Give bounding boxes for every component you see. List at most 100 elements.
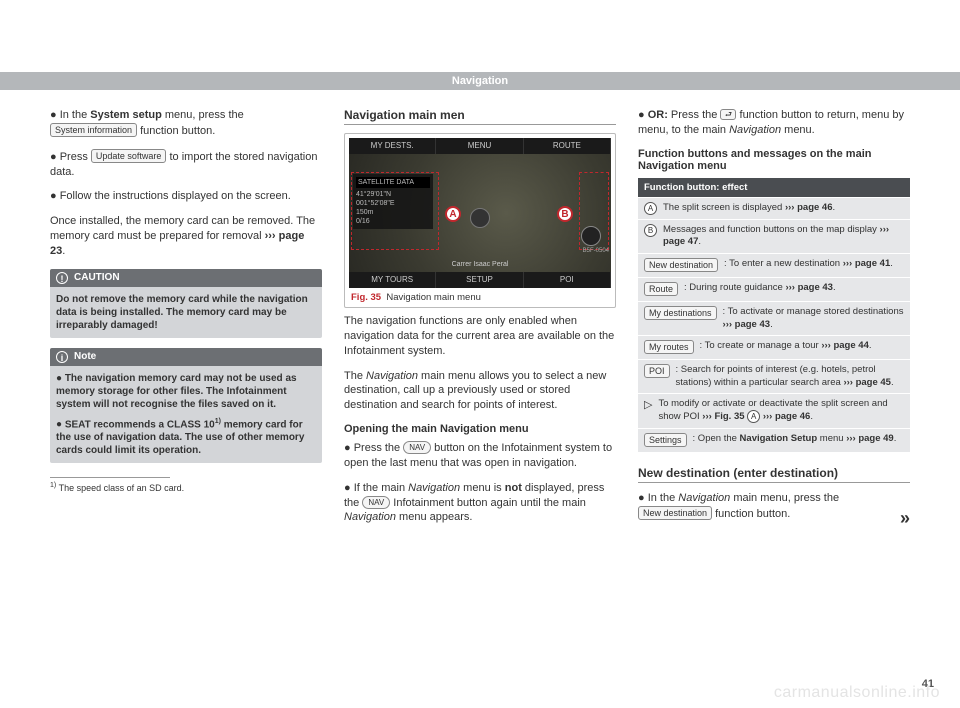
text: . [62, 245, 65, 257]
table-body: AThe split screen is displayed page 46.B… [638, 197, 910, 452]
table-row-key: B [644, 224, 657, 237]
note-header: i Note [50, 348, 322, 366]
figure-caption-text: Navigation main menu [386, 292, 481, 303]
c3-p2: In the Navigation main menu, press the N… [638, 491, 910, 522]
text: If the main [354, 482, 408, 494]
table-row-key: My routes [644, 340, 694, 355]
text-bold: System setup [90, 109, 162, 121]
update-software-button: Update software [91, 149, 167, 163]
c2-p4: If the main Navigation menu is not displ… [344, 481, 616, 526]
text: In the [648, 492, 679, 504]
table-row: POI : Search for points of interest (e.g.… [638, 359, 910, 393]
text: menu is [460, 482, 505, 494]
fig-compass-icon [581, 226, 601, 246]
note-box: i Note The navigation memory card may no… [50, 348, 322, 463]
text-bold: OR: [648, 109, 668, 121]
figure-frame: MY DESTS. MENU ROUTE SATELLITE DATA 41°2… [344, 133, 616, 308]
figure-caption: Fig. 35 Navigation main menu [349, 292, 611, 303]
table-row-desc: : Search for points of interest (e.g. ho… [676, 364, 904, 389]
note-b1: The navigation memory card may not be us… [56, 372, 316, 411]
fig-tab-setup: SETUP [436, 272, 523, 288]
text-italic: Navigation [729, 124, 781, 136]
table-row-key: Route [644, 282, 678, 297]
text: main menu, press the [730, 492, 839, 504]
text: function button. [712, 508, 790, 520]
text-bold: not [505, 482, 522, 494]
caution-body: Do not remove the memory card while the … [50, 287, 322, 338]
text-italic: Navigation [344, 511, 396, 523]
column-1: In the System setup menu, press the Syst… [50, 108, 322, 535]
table-row-key: A [644, 202, 657, 215]
table-row: BMessages and function buttons on the ma… [638, 219, 910, 253]
fig-bubble-b: B [557, 206, 573, 222]
fig-bubble-a: A [445, 206, 461, 222]
info-icon: i [56, 351, 68, 363]
footnote: 1) The speed class of an SD card. [50, 482, 322, 493]
table-row-key: Settings [644, 433, 687, 448]
fig-highlight-a [351, 172, 439, 250]
table-row-desc: : To enter a new destination page 41. [724, 258, 904, 270]
text: menu, press the [162, 109, 244, 121]
c3-p1: OR: Press the ⮐ function button to retur… [638, 108, 910, 138]
table-row-desc: To modify or activate or deactivate the … [658, 398, 904, 424]
fig-tab-mydests: MY DESTS. [349, 138, 436, 154]
text-italic: Navigation [366, 370, 418, 382]
nav-button: NAV [362, 496, 390, 509]
text: Infotainment button again until the main [390, 497, 586, 509]
table-row-key: POI [644, 364, 670, 379]
figure-number: Fig. 35 [351, 292, 381, 303]
c1-p1: In the System setup menu, press the Syst… [50, 108, 322, 139]
table-row-key [644, 398, 652, 412]
new-destination-button: New destination [638, 506, 712, 520]
c2-p1: The navigation functions are only enable… [344, 314, 616, 359]
nav-main-heading: Navigation main men [344, 108, 616, 125]
column-3: OR: Press the ⮐ function button to retur… [638, 108, 910, 535]
section-header: Navigation [0, 72, 960, 90]
c2-p3: Press the NAV button on the Infotainment… [344, 441, 616, 471]
caution-title: CAUTION [74, 272, 120, 283]
text-italic: Navigation [678, 492, 730, 504]
fig-bottom-tabs: MY TOURS SETUP POI [349, 272, 611, 288]
c1-p3: Follow the instructions displayed on the… [50, 189, 322, 204]
footnote-separator [50, 477, 170, 478]
figure-image: MY DESTS. MENU ROUTE SATELLITE DATA 41°2… [349, 138, 611, 288]
table-row: My routes : To create or manage a tour pa… [638, 335, 910, 359]
table-row-key: My destinations [644, 306, 717, 321]
note-b2: SEAT recommends a CLASS 101) memory card… [56, 417, 316, 457]
fig-map: SATELLITE DATA 41°29'01"N 001°52'08"E 15… [349, 154, 611, 272]
caution-box: ! CAUTION Do not remove the memory card … [50, 269, 322, 338]
table-row: My destinations : To activate or manage s… [638, 301, 910, 335]
continue-icon: » [900, 506, 910, 530]
c1-p2: Press Update software to import the stor… [50, 149, 322, 180]
table-header: Function button: effect [638, 178, 910, 197]
fig-tab-route: ROUTE [524, 138, 611, 154]
watermark: carmanualsonline.info [774, 684, 940, 702]
text-italic: Navigation [408, 482, 460, 494]
function-table: Function button: effect AThe split scree… [638, 178, 910, 452]
system-information-button: System information [50, 123, 137, 137]
text: Press the [354, 442, 404, 454]
table-row: Route : During route guidance page 43. [638, 277, 910, 301]
table-row-desc: : During route guidance page 43. [684, 282, 904, 294]
c2-p2: The Navigation main menu allows you to s… [344, 369, 616, 414]
table-row: New destination : To enter a new destinat… [638, 253, 910, 277]
fig-tab-poi: POI [524, 272, 611, 288]
text: SEAT recommends a CLASS 10 [65, 419, 215, 430]
table-row-desc: : To create or manage a tour page 44. [700, 340, 904, 352]
fig-tab-mytours: MY TOURS [349, 272, 436, 288]
fig-top-tabs: MY DESTS. MENU ROUTE [349, 138, 611, 154]
table-row-desc: : Open the Navigation Setup menu page 49… [693, 433, 904, 445]
text: menu appears. [396, 511, 472, 523]
caution-header: ! CAUTION [50, 269, 322, 287]
text: menu. [781, 124, 815, 136]
text: function button. [137, 125, 215, 137]
fig-street: Carrer Isaac Peral [452, 261, 509, 268]
table-row-desc: : To activate or manage stored destinati… [723, 306, 904, 331]
c3-subhead: Function buttons and messages on the mai… [638, 148, 910, 172]
table-row-key: New destination [644, 258, 718, 273]
fig-code: B5F-0504 [583, 248, 609, 254]
column-2: Navigation main men MY DESTS. MENU ROUTE… [344, 108, 616, 535]
table-row: AThe split screen is displayed page 46. [638, 197, 910, 219]
text: The [344, 370, 366, 382]
footnote-text: The speed class of an SD card. [56, 483, 184, 493]
